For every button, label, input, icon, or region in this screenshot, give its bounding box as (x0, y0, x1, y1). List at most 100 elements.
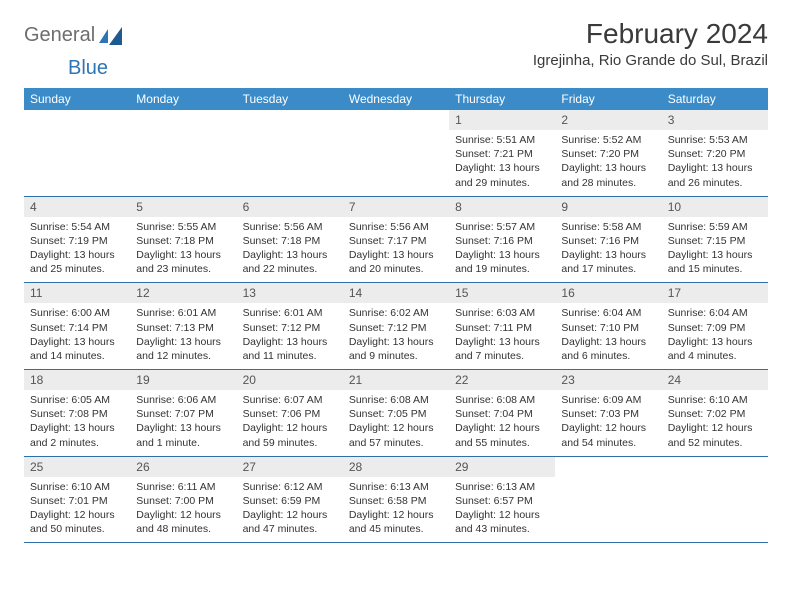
day-number: 11 (24, 283, 130, 303)
day-number: 17 (662, 283, 768, 303)
calendar-cell: 7Sunrise: 5:56 AMSunset: 7:17 PMDaylight… (343, 196, 449, 283)
calendar-body: ........ 1Sunrise: 5:51 AMSunset: 7:21 PM… (24, 110, 768, 543)
calendar-cell: 3Sunrise: 5:53 AMSunset: 7:20 PMDaylight… (662, 110, 768, 196)
day-info: Sunrise: 5:54 AMSunset: 7:19 PMDaylight:… (24, 217, 130, 283)
calendar-cell: .. (24, 110, 130, 196)
calendar-cell: .. (555, 456, 661, 543)
logo-triangle2-icon (109, 27, 122, 45)
calendar-cell: 6Sunrise: 5:56 AMSunset: 7:18 PMDaylight… (237, 196, 343, 283)
day-header: Tuesday (237, 88, 343, 110)
calendar-cell: 24Sunrise: 6:10 AMSunset: 7:02 PMDayligh… (662, 370, 768, 457)
day-info: Sunrise: 5:55 AMSunset: 7:18 PMDaylight:… (130, 217, 236, 283)
day-number: 18 (24, 370, 130, 390)
day-info: Sunrise: 6:12 AMSunset: 6:59 PMDaylight:… (237, 477, 343, 543)
day-info: Sunrise: 5:59 AMSunset: 7:15 PMDaylight:… (662, 217, 768, 283)
day-header: Saturday (662, 88, 768, 110)
day-number: 10 (662, 197, 768, 217)
day-info: Sunrise: 5:58 AMSunset: 7:16 PMDaylight:… (555, 217, 661, 283)
day-info: Sunrise: 6:13 AMSunset: 6:57 PMDaylight:… (449, 477, 555, 543)
day-number: 16 (555, 283, 661, 303)
day-info: Sunrise: 5:52 AMSunset: 7:20 PMDaylight:… (555, 130, 661, 196)
calendar-cell: 8Sunrise: 5:57 AMSunset: 7:16 PMDaylight… (449, 196, 555, 283)
calendar-cell: .. (662, 456, 768, 543)
day-number: 14 (343, 283, 449, 303)
day-info: Sunrise: 6:09 AMSunset: 7:03 PMDaylight:… (555, 390, 661, 456)
day-number: 19 (130, 370, 236, 390)
day-info: Sunrise: 6:00 AMSunset: 7:14 PMDaylight:… (24, 303, 130, 369)
calendar-cell: 16Sunrise: 6:04 AMSunset: 7:10 PMDayligh… (555, 283, 661, 370)
day-number: 24 (662, 370, 768, 390)
calendar-cell: 29Sunrise: 6:13 AMSunset: 6:57 PMDayligh… (449, 456, 555, 543)
calendar-cell: 22Sunrise: 6:08 AMSunset: 7:04 PMDayligh… (449, 370, 555, 457)
day-header: Friday (555, 88, 661, 110)
calendar-cell: .. (130, 110, 236, 196)
day-info: Sunrise: 6:01 AMSunset: 7:12 PMDaylight:… (237, 303, 343, 369)
day-number: 9 (555, 197, 661, 217)
day-info: Sunrise: 6:02 AMSunset: 7:12 PMDaylight:… (343, 303, 449, 369)
calendar-header-row: SundayMondayTuesdayWednesdayThursdayFrid… (24, 88, 768, 110)
day-info: Sunrise: 6:08 AMSunset: 7:04 PMDaylight:… (449, 390, 555, 456)
day-info: Sunrise: 6:10 AMSunset: 7:01 PMDaylight:… (24, 477, 130, 543)
calendar-cell: 2Sunrise: 5:52 AMSunset: 7:20 PMDaylight… (555, 110, 661, 196)
day-number: 26 (130, 457, 236, 477)
day-number: 12 (130, 283, 236, 303)
calendar-cell: 25Sunrise: 6:10 AMSunset: 7:01 PMDayligh… (24, 456, 130, 543)
calendar-cell: 5Sunrise: 5:55 AMSunset: 7:18 PMDaylight… (130, 196, 236, 283)
calendar-cell: 15Sunrise: 6:03 AMSunset: 7:11 PMDayligh… (449, 283, 555, 370)
calendar-cell: 1Sunrise: 5:51 AMSunset: 7:21 PMDaylight… (449, 110, 555, 196)
logo-text-blue: Blue (68, 57, 108, 80)
calendar-cell: 9Sunrise: 5:58 AMSunset: 7:16 PMDaylight… (555, 196, 661, 283)
calendar-cell: 4Sunrise: 5:54 AMSunset: 7:19 PMDaylight… (24, 196, 130, 283)
day-header: Monday (130, 88, 236, 110)
day-header: Sunday (24, 88, 130, 110)
calendar-cell: 19Sunrise: 6:06 AMSunset: 7:07 PMDayligh… (130, 370, 236, 457)
day-number: 5 (130, 197, 236, 217)
day-header: Wednesday (343, 88, 449, 110)
month-title: February 2024 (533, 18, 768, 50)
day-number: 4 (24, 197, 130, 217)
day-info: Sunrise: 5:51 AMSunset: 7:21 PMDaylight:… (449, 130, 555, 196)
calendar-table: SundayMondayTuesdayWednesdayThursdayFrid… (24, 88, 768, 543)
day-number: 13 (237, 283, 343, 303)
calendar-week: 11Sunrise: 6:00 AMSunset: 7:14 PMDayligh… (24, 283, 768, 370)
day-number: 28 (343, 457, 449, 477)
day-info: Sunrise: 6:07 AMSunset: 7:06 PMDaylight:… (237, 390, 343, 456)
logo: General (24, 18, 124, 47)
calendar-cell: 14Sunrise: 6:02 AMSunset: 7:12 PMDayligh… (343, 283, 449, 370)
calendar-cell: 20Sunrise: 6:07 AMSunset: 7:06 PMDayligh… (237, 370, 343, 457)
day-info: Sunrise: 6:10 AMSunset: 7:02 PMDaylight:… (662, 390, 768, 456)
day-number: 15 (449, 283, 555, 303)
day-info: Sunrise: 6:05 AMSunset: 7:08 PMDaylight:… (24, 390, 130, 456)
day-number: 2 (555, 110, 661, 130)
day-number: 27 (237, 457, 343, 477)
day-number: 7 (343, 197, 449, 217)
calendar-week: 18Sunrise: 6:05 AMSunset: 7:08 PMDayligh… (24, 370, 768, 457)
day-info: Sunrise: 6:03 AMSunset: 7:11 PMDaylight:… (449, 303, 555, 369)
calendar-cell: 13Sunrise: 6:01 AMSunset: 7:12 PMDayligh… (237, 283, 343, 370)
location: Igrejinha, Rio Grande do Sul, Brazil (533, 52, 768, 69)
calendar-cell: 27Sunrise: 6:12 AMSunset: 6:59 PMDayligh… (237, 456, 343, 543)
calendar-cell: 21Sunrise: 6:08 AMSunset: 7:05 PMDayligh… (343, 370, 449, 457)
day-info: Sunrise: 6:13 AMSunset: 6:58 PMDaylight:… (343, 477, 449, 543)
day-number: 6 (237, 197, 343, 217)
day-header: Thursday (449, 88, 555, 110)
calendar-cell: 18Sunrise: 6:05 AMSunset: 7:08 PMDayligh… (24, 370, 130, 457)
calendar-cell: 17Sunrise: 6:04 AMSunset: 7:09 PMDayligh… (662, 283, 768, 370)
calendar-cell: 12Sunrise: 6:01 AMSunset: 7:13 PMDayligh… (130, 283, 236, 370)
day-info: Sunrise: 6:01 AMSunset: 7:13 PMDaylight:… (130, 303, 236, 369)
logo-text-general: General (24, 24, 95, 47)
day-info: Sunrise: 5:53 AMSunset: 7:20 PMDaylight:… (662, 130, 768, 196)
day-number: 25 (24, 457, 130, 477)
day-info: Sunrise: 5:57 AMSunset: 7:16 PMDaylight:… (449, 217, 555, 283)
calendar-week: ........1Sunrise: 5:51 AMSunset: 7:21 PM… (24, 110, 768, 196)
day-info: Sunrise: 6:06 AMSunset: 7:07 PMDaylight:… (130, 390, 236, 456)
logo-triangle-icon (99, 29, 108, 43)
calendar-week: 25Sunrise: 6:10 AMSunset: 7:01 PMDayligh… (24, 456, 768, 543)
calendar-cell: 10Sunrise: 5:59 AMSunset: 7:15 PMDayligh… (662, 196, 768, 283)
day-number: 22 (449, 370, 555, 390)
day-number: 21 (343, 370, 449, 390)
day-info: Sunrise: 6:11 AMSunset: 7:00 PMDaylight:… (130, 477, 236, 543)
day-info: Sunrise: 5:56 AMSunset: 7:18 PMDaylight:… (237, 217, 343, 283)
day-info: Sunrise: 5:56 AMSunset: 7:17 PMDaylight:… (343, 217, 449, 283)
calendar-cell: 28Sunrise: 6:13 AMSunset: 6:58 PMDayligh… (343, 456, 449, 543)
